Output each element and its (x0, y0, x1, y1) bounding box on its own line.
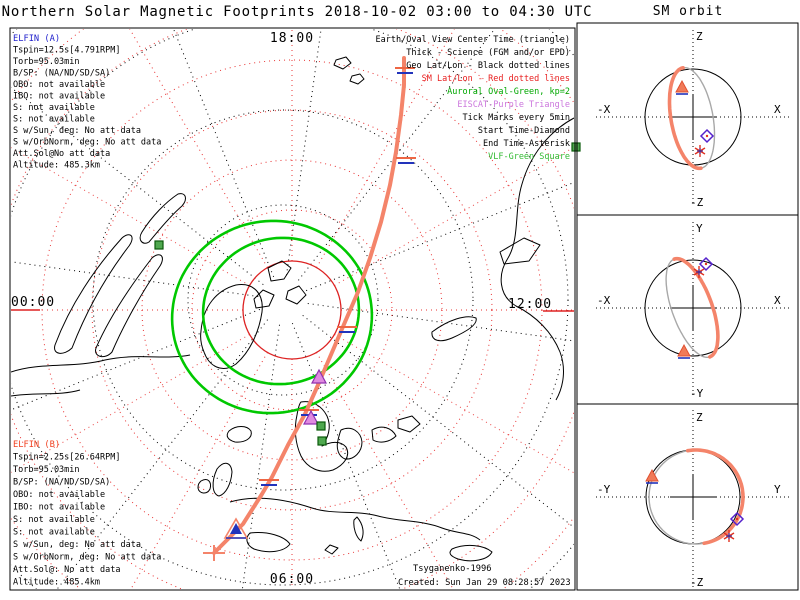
status-line: IBO: not available (13, 92, 105, 102)
mlt-label-00: 00:00 (11, 295, 55, 310)
legend-item: VLF-Green Square (488, 152, 570, 162)
mlt-label-06: 06:00 (270, 572, 314, 587)
eiscat-triangle (302, 409, 320, 425)
legend-item: End Time-Asterisk (483, 139, 570, 149)
status-line: S: not available (13, 103, 95, 113)
status-line: Altitude: 485.4km (13, 578, 100, 588)
axis-label: Z (696, 30, 703, 43)
map-frame (9, 27, 576, 591)
status-line: IBO: not available (13, 503, 105, 513)
axis-label: Y (774, 483, 781, 496)
legend-item: SM Lat/Lon - Red dotted lines (422, 74, 570, 84)
mlt-label-18: 18:00 (270, 31, 314, 46)
elfin-a-status: ELFIN (A) Tspin=12.5s[4.791RPM] Torb=95.… (13, 34, 161, 171)
eiscat-triangle (310, 368, 328, 384)
legend-item: Earth/Oval View Center Time (triangle) (376, 35, 570, 45)
axis-label: Z (696, 411, 703, 424)
status-line: S: not available (13, 115, 95, 125)
status-line: S w/Sun, deg: No att data (13, 540, 141, 550)
center-time-triangle (677, 343, 691, 357)
start-time-diamond (698, 256, 714, 272)
mlt-label-12: 12:00 (508, 297, 552, 312)
status-line: Torb=95.03min (13, 465, 80, 475)
start-time-diamond (729, 511, 745, 527)
orbit-sunlit-arc (685, 448, 745, 546)
status-line: S w/OrbNorm, deg: No att data (13, 138, 161, 148)
axis-label: -Y (597, 483, 611, 496)
orbit-shadow-arc (668, 66, 716, 170)
elfin-b-status: ELFIN (B) Tspin=2.25s[26.64RPM] Torb=95.… (13, 440, 161, 588)
coastlines (11, 56, 574, 562)
status-line: B/SP: (NA/ND/SD/SA) (13, 69, 110, 79)
axis-label: -Z (690, 196, 704, 209)
legend-item: Auroral Oval-Green, kp=2 (447, 87, 570, 97)
status-line: S w/OrbNorm, deg: No att data (13, 553, 161, 563)
sm-panel-xz: Z -Z -X X (596, 30, 792, 209)
legend-item: Start Time-Diamond (478, 126, 570, 136)
status-line: S: not available (13, 515, 95, 525)
sm-panel-yz: Z -Z -Y Y (596, 410, 792, 589)
legend-item: Geo Lat/Lon - Black dotted lines (406, 61, 570, 71)
elfin-a-title: ELFIN (A) (13, 34, 60, 44)
status-line: Tspin=12.5s[4.791RPM] (13, 46, 120, 56)
status-line: OBO: not available (13, 490, 105, 500)
created-timestamp: Created: Sun Jan 29 08:28:57 2023 (398, 578, 571, 588)
status-line: Att.Sol@: No att data (13, 565, 120, 575)
axis-label: X (774, 103, 781, 116)
auroral-oval-boundary (170, 219, 374, 415)
sm-latitude-circle (242, 260, 342, 360)
map-markers-layer (11, 142, 581, 561)
figure-title: Northern Solar Magnetic Footprints 2018-… (2, 4, 593, 20)
status-line: Att.Sol@No att data (13, 149, 110, 159)
axis-label: -Y (690, 387, 704, 400)
sm-orbit-title: SM orbit (653, 4, 724, 19)
legend-item: Tick Marks every 5min (463, 113, 570, 123)
axis-label: -X (597, 294, 611, 307)
orbit-footprint-track (212, 56, 406, 555)
footprint-track-layer (212, 56, 416, 555)
status-line: S: not available (13, 528, 95, 538)
sm-orbit-frame (576, 22, 799, 591)
orbit-sunlit-arc (672, 256, 720, 359)
axis-label: X (774, 294, 781, 307)
axis-label: -X (597, 103, 611, 116)
status-line: Torb=95.03min (13, 57, 80, 67)
vlf-square (571, 142, 581, 152)
auroral-oval (170, 219, 374, 415)
status-line: B/SP: (NA/ND/SD/SA) (13, 478, 110, 488)
earth-circle (644, 259, 742, 357)
vlf-square (154, 240, 164, 250)
legend-item: EISCAT-Purple Triangle (457, 100, 570, 110)
legend-item: Thick - Science (FGM and/or EPD) (406, 48, 570, 58)
axis-label: Y (696, 222, 703, 235)
elfin-b-title: ELFIN (B) (13, 440, 60, 450)
start-time-diamond (699, 128, 715, 144)
status-line: Tspin=2.25s[26.64RPM] (13, 453, 120, 463)
vlf-square (317, 436, 327, 446)
vlf-square (316, 421, 326, 431)
auroral-oval-boundary (201, 236, 361, 386)
center-time-triangle (675, 79, 689, 93)
model-label: Tsyganenko-1996 (413, 564, 491, 574)
axis-label: -Z (690, 576, 704, 589)
view-center-time-triangle (230, 523, 242, 534)
status-line: OBO: not available (13, 80, 105, 90)
status-line: S w/Sun, deg: No att data (13, 126, 141, 136)
status-line: Altitude: 485.3km (13, 161, 100, 171)
sm-panel-xy: Y -Y -X X (596, 222, 792, 400)
sm-orbit-curves (645, 66, 745, 546)
orbit-sunlit-arc (667, 66, 703, 171)
legend: Earth/Oval View Center Time (triangle) T… (376, 35, 570, 162)
center-time-triangle (645, 468, 659, 482)
